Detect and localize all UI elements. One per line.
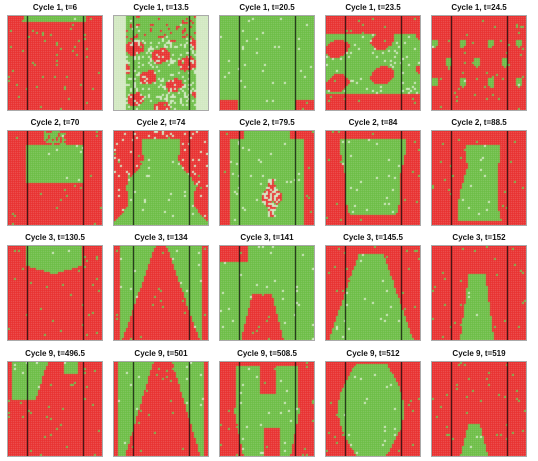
panel-title: Cycle 2, t=84 [348,118,398,127]
panel-title: Cycle 9, t=512 [346,349,400,358]
simulation-map [7,130,103,226]
panel-title: Cycle 1, t=24.5 [451,3,507,12]
simulation-map [431,15,527,111]
panel-title: Cycle 3, t=130.5 [25,233,85,242]
simulation-map [7,245,103,341]
simulation-map [7,15,103,111]
panel-title: Cycle 9, t=501 [134,349,188,358]
panel-title: Cycle 1, t=20.5 [239,3,295,12]
panel-title: Cycle 1, t=6 [32,3,78,12]
simulation-map [431,130,527,226]
panel-title: Cycle 3, t=141 [240,233,294,242]
simulation-map [219,15,315,111]
panel-title: Cycle 9, t=508.5 [237,349,297,358]
panel-title: Cycle 2, t=70 [30,118,80,127]
simulation-map [219,130,315,226]
panel-title: Cycle 3, t=152 [452,233,506,242]
panel-title: Cycle 9, t=496.5 [25,349,85,358]
simulation-map [431,245,527,341]
simulation-map [325,245,421,341]
simulation-map [113,130,209,226]
panel-title: Cycle 1, t=13.5 [133,3,189,12]
panel-title: Cycle 1, t=23.5 [345,3,401,12]
simulation-map [113,245,209,341]
simulation-map [113,361,209,457]
simulation-map [325,15,421,111]
panel-title: Cycle 9, t=519 [452,349,506,358]
panel-title: Cycle 2, t=74 [136,118,186,127]
panel-title: Cycle 3, t=134 [134,233,188,242]
simulation-map [219,361,315,457]
simulation-map [431,361,527,457]
simulation-map [325,361,421,457]
simulation-map [219,245,315,341]
panel-title: Cycle 2, t=88.5 [451,118,507,127]
simulation-map [113,15,209,111]
panel-title: Cycle 3, t=145.5 [343,233,403,242]
simulation-map [325,130,421,226]
panel-title: Cycle 2, t=79.5 [239,118,295,127]
simulation-map [7,361,103,457]
